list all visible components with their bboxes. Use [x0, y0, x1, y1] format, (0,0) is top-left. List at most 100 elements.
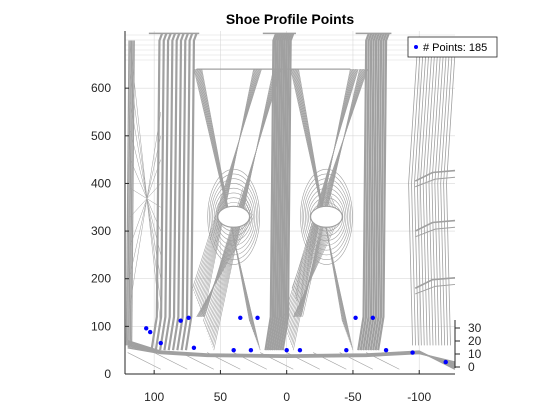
heel-strand [408, 40, 419, 346]
x-tick-label: -100 [407, 390, 431, 404]
profile-mesh [125, 32, 457, 370]
data-point [178, 318, 183, 323]
tower-strand [369, 32, 383, 351]
valley-ring [308, 192, 345, 241]
heel-strand [437, 40, 448, 346]
sole-cross [286, 352, 320, 370]
data-point [443, 359, 448, 365]
tower-strand [367, 32, 380, 351]
fan-line [201, 69, 255, 315]
tower-strand [159, 32, 172, 351]
tower-strand [275, 32, 288, 351]
fan-line [293, 69, 367, 294]
fan-line [286, 69, 356, 333]
heel-strand [446, 40, 457, 346]
left-edge-strand [127, 40, 131, 346]
fan-line [195, 69, 260, 297]
left-fan [130, 73, 162, 303]
valley-ring [301, 173, 352, 260]
sole-cross [366, 352, 400, 370]
fan-line [202, 69, 254, 317]
sole-cross [154, 352, 188, 370]
heel-band [414, 169, 456, 182]
data-point [147, 329, 153, 335]
heel-band [414, 219, 456, 232]
valley-ring [210, 178, 257, 256]
data-point [158, 340, 163, 346]
data-point [297, 347, 303, 353]
valley-ring [212, 183, 256, 251]
valley-ring [215, 192, 252, 241]
heel-strand [443, 40, 454, 346]
point-markers [144, 315, 448, 365]
fan-line [192, 69, 262, 289]
fan-line [198, 69, 258, 304]
heel-strand [422, 40, 433, 346]
x-tick-label: 100 [144, 390, 164, 404]
sole-cross [127, 352, 161, 370]
valley-ring [300, 168, 353, 265]
y-tick-label: 400 [91, 176, 111, 190]
fan-line [298, 69, 363, 307]
fan-line [199, 69, 257, 307]
heel-band [415, 226, 456, 238]
fan-line [200, 69, 256, 312]
tower-strand [377, 32, 390, 351]
tower-strand [362, 32, 375, 351]
data-point [238, 315, 243, 320]
left-fan [130, 45, 162, 327]
heel-band [415, 283, 456, 295]
tower-strand [268, 32, 282, 351]
heel-strand [431, 40, 442, 346]
tower-strand [154, 32, 168, 351]
data-point [344, 347, 349, 353]
fan-line [197, 69, 259, 302]
y-tick-label: 0 [104, 367, 111, 381]
tower-strand [277, 32, 291, 351]
tower-strand [281, 32, 295, 351]
fan-line [285, 69, 357, 330]
valley-ring [213, 187, 254, 246]
data-point [383, 347, 389, 353]
sole-cross [180, 352, 214, 370]
data-point [231, 347, 236, 353]
heel-strand [434, 40, 445, 346]
fan-line [205, 69, 280, 330]
fan-line [208, 69, 278, 338]
z-tick-label: 30 [468, 321, 482, 335]
y-tick-label: 300 [91, 224, 111, 238]
tower-strand [270, 32, 284, 351]
legend-box [407, 36, 498, 58]
left-fan [130, 102, 162, 279]
sole-cross [260, 352, 294, 370]
fan-line [203, 69, 281, 325]
chart-title: Shoe Profile Points [226, 11, 355, 27]
heel-strand [440, 40, 451, 346]
x-tick-label: 0 [283, 390, 290, 404]
data-point [353, 315, 358, 320]
legend-label: # Points: 185 [423, 42, 487, 54]
sole-cross [233, 352, 267, 370]
fan-line [207, 69, 279, 335]
tower-strand [266, 32, 280, 351]
valley-ring [304, 183, 348, 251]
fan-line [194, 69, 261, 294]
left-edge-strand [131, 40, 135, 346]
legend-marker [414, 45, 418, 49]
valley-ring [306, 187, 347, 246]
fan-line [202, 69, 282, 322]
fan-line [296, 69, 365, 302]
fan-line [291, 69, 368, 289]
valley-ring [208, 173, 259, 260]
sole-band [127, 347, 456, 363]
fan-line [196, 69, 259, 299]
heel-strand [411, 40, 422, 346]
z-tick-label: 10 [468, 347, 482, 361]
tower-strand [364, 32, 378, 351]
tower-strand [357, 32, 370, 351]
data-point [186, 315, 191, 320]
x-tick-label: 50 [214, 390, 228, 404]
tower-strand [264, 32, 278, 351]
valley-ring [303, 178, 350, 256]
